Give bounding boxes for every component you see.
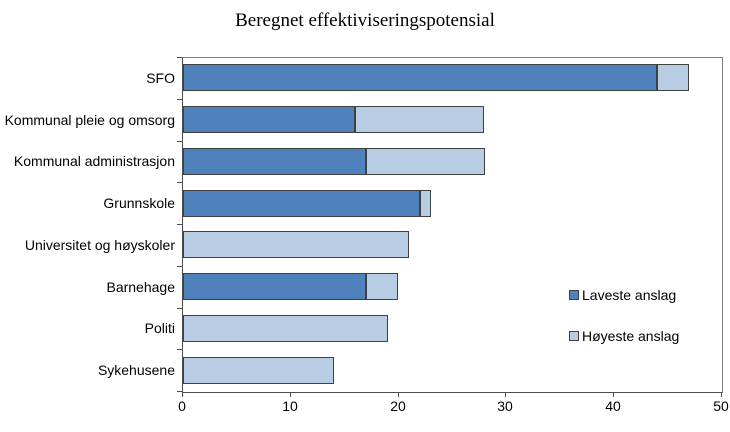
bar-segment-hoyeste: [657, 64, 689, 92]
category-label: Kommunal administrasjon: [13, 153, 175, 170]
bar-row: [183, 231, 409, 259]
legend-swatch: [569, 331, 579, 341]
category-label: Grunnskole: [103, 195, 175, 212]
x-tick-mark: [613, 392, 614, 397]
category-label: Sykehusene: [97, 362, 175, 379]
bar-segment-hoyeste: [366, 147, 485, 175]
bar-segment-hoyeste: [366, 273, 398, 301]
bar-segment-hoyeste: [183, 356, 334, 384]
x-tick-mark: [182, 392, 183, 397]
bar-segment-hoyeste: [355, 106, 484, 134]
bar-segment-hoyeste: [183, 231, 409, 259]
bar-segment-laveste: [183, 273, 366, 301]
y-tick-mark: [177, 266, 182, 267]
bar-segment-hoyeste: [420, 189, 431, 217]
x-tick-label: 40: [605, 398, 621, 414]
x-tick-label: 10: [282, 398, 298, 414]
bar-row: [183, 314, 388, 342]
x-tick-label: 50: [713, 398, 729, 414]
y-tick-mark: [177, 141, 182, 142]
x-tick-mark: [721, 392, 722, 397]
x-tick-mark: [290, 392, 291, 397]
bar-row: [183, 64, 689, 92]
y-tick-mark: [177, 224, 182, 225]
plot-area: [182, 57, 723, 393]
y-tick-mark: [177, 308, 182, 309]
x-tick-mark: [505, 392, 506, 397]
y-tick-mark: [177, 391, 182, 392]
bar-segment-laveste: [183, 189, 420, 217]
bar-segment-hoyeste: [183, 314, 388, 342]
category-label: Universitet og høyskoler: [24, 236, 175, 253]
bar-segment-laveste: [183, 64, 657, 92]
x-tick-label: 20: [390, 398, 406, 414]
legend-swatch: [569, 290, 579, 300]
y-tick-mark: [177, 349, 182, 350]
bar-row: [183, 106, 484, 134]
bar-row: [183, 356, 334, 384]
bar-segment-laveste: [183, 147, 366, 175]
legend: Laveste anslag Høyeste anslag: [569, 287, 679, 369]
category-label: Barnehage: [106, 278, 175, 295]
legend-label: Laveste anslag: [582, 287, 677, 303]
bar-row: [183, 147, 485, 175]
bar-row: [183, 273, 398, 301]
category-label: Politi: [144, 320, 175, 337]
chart-title: Beregnet effektiviseringspotensial: [235, 10, 495, 31]
x-tick-mark: [398, 392, 399, 397]
bar-segment-laveste: [183, 106, 355, 134]
y-tick-mark: [177, 182, 182, 183]
y-tick-mark: [177, 57, 182, 58]
category-label: Kommunal pleie og omsorg: [4, 111, 175, 128]
y-tick-mark: [177, 99, 182, 100]
legend-item: Høyeste anslag: [569, 328, 679, 344]
category-label: SFO: [146, 69, 175, 86]
x-tick-label: 30: [497, 398, 513, 414]
x-tick-label: 0: [178, 398, 186, 414]
bar-row: [183, 189, 431, 217]
legend-label: Høyeste anslag: [582, 328, 680, 344]
legend-item: Laveste anslag: [569, 287, 679, 303]
